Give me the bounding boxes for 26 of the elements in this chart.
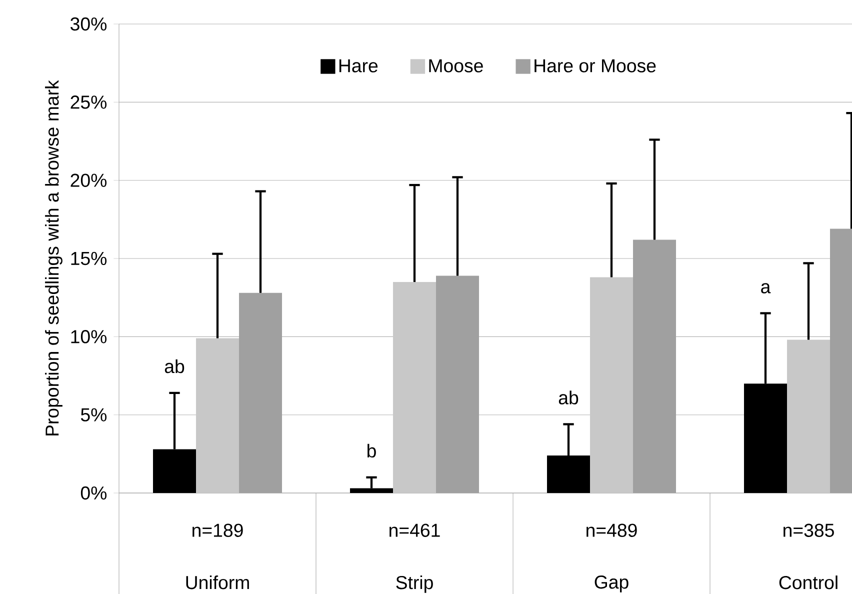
text: n=461 [390,524,440,537]
bar [590,277,634,493]
y-tick-label: 0% [80,486,107,500]
text: n=489 [586,524,637,537]
bar [393,282,436,493]
legend-label: Moose [429,59,483,72]
text: n=385 [784,524,834,537]
y-tick-label: 15% [71,252,107,266]
legend-label: Hare [339,59,378,72]
bar [196,338,240,493]
x-tick-label: Control [779,575,838,590]
text: n=189 [192,524,243,537]
annotation: ab [164,359,184,374]
y-tick-label: 20% [70,174,107,187]
x-tick-label: Gap [594,575,628,592]
annotation: b [368,444,376,458]
x-tick-label: Strip [396,575,433,593]
annotation: a [761,283,771,294]
y-tick-label: 10% [71,330,107,344]
y-tick-label: 5% [80,408,107,422]
y-axis-title: Proportion of seedlings with a browse mark [45,80,62,436]
y-tick-label: 25% [70,96,107,109]
x-tick-label: Uniform [186,575,249,590]
legend-label: Hare or Moose [534,59,656,72]
y-tick-label: 30% [70,17,107,31]
annotation: ab [558,390,578,404]
